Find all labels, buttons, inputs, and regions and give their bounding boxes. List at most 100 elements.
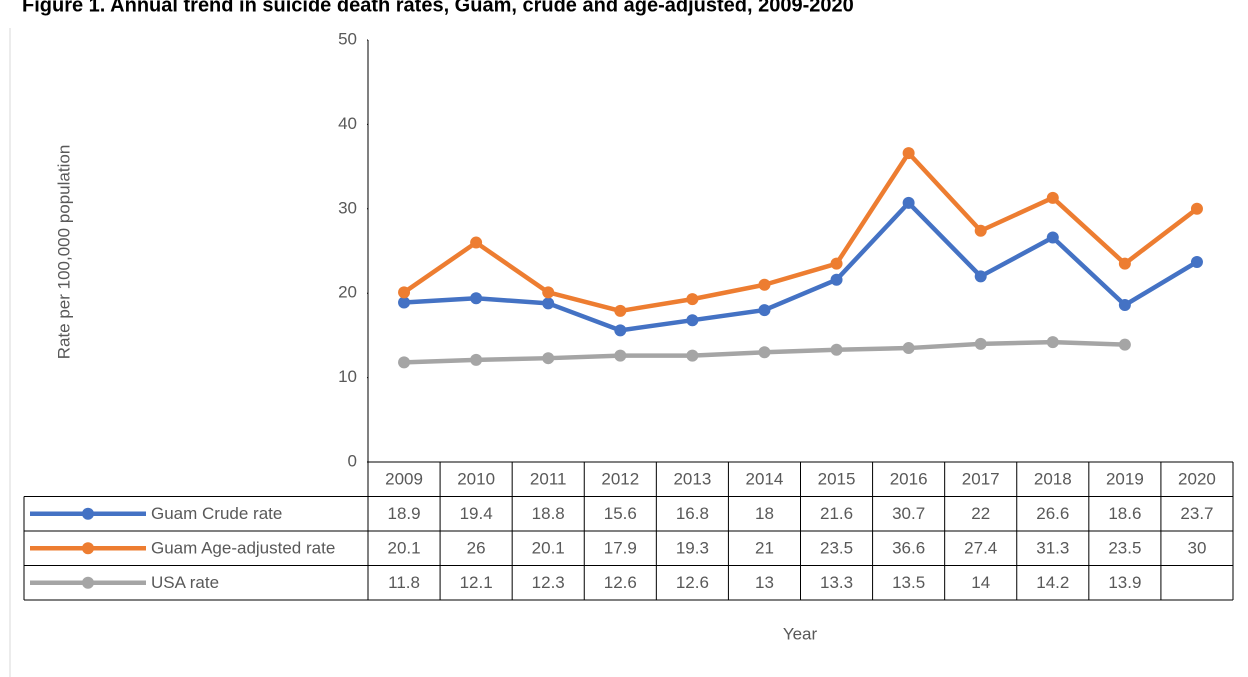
legend-label: USA rate [151,573,219,592]
data-point [470,236,483,249]
x-tick-label: 2016 [890,470,928,489]
x-tick-label: 2017 [962,470,1000,489]
legend-marker [82,542,94,555]
data-point [398,356,411,369]
table-value: 27.4 [964,539,997,558]
data-point [830,343,843,356]
y-axis-label: Rate per 100,000 population [54,145,73,360]
table-value: 18.6 [1108,504,1141,523]
data-point [1118,338,1131,351]
table-value: 26.6 [1036,504,1069,523]
data-point [542,352,555,365]
x-tick-label: 2014 [746,470,784,489]
table-value: 30.7 [892,504,925,523]
table-value: 13.9 [1108,573,1141,592]
legend-marker [82,576,94,589]
data-point [758,304,771,317]
y-tick-label: 20 [338,283,357,302]
table-value: 26 [467,539,486,558]
legend-label: Guam Age-adjusted rate [151,539,335,558]
chart-title: Figure 1. Annual trend in suicide death … [22,0,854,16]
data-point [1046,336,1059,349]
table-value: 23.5 [820,539,853,558]
table-value: 21 [755,539,774,558]
table-value: 13 [755,573,774,592]
data-point [1118,257,1131,270]
table-value: 19.3 [676,539,709,558]
data-point [614,324,627,337]
data-point [830,273,843,286]
legend-label: Guam Crude rate [151,504,282,523]
x-tick-label: 2013 [673,470,711,489]
x-tick-label: 2019 [1106,470,1144,489]
x-tick-label: 2010 [457,470,495,489]
y-tick-label: 10 [338,367,357,386]
data-point [830,257,843,270]
data-point [974,270,987,283]
table-value: 20.1 [387,539,420,558]
x-tick-label: 2009 [385,470,423,489]
series-line [402,150,1199,314]
x-tick-label: 2011 [530,470,567,489]
table-value: 31.3 [1036,539,1069,558]
table-value: 23.7 [1180,504,1213,523]
table-value: 14 [971,573,990,592]
x-tick-label: 2015 [818,470,856,489]
data-point [398,286,411,299]
table-value: 23.5 [1108,539,1141,558]
table-value: 36.6 [892,539,925,558]
data-point [1046,231,1059,244]
table-value: 30 [1187,539,1206,558]
table-value: 11.8 [388,573,420,592]
data-point [902,196,915,209]
table-value: 13.3 [820,573,853,592]
data-point [470,292,483,305]
table-value: 18 [755,504,774,523]
data-point [1190,255,1203,268]
table-value: 18.9 [387,504,420,523]
data-point [470,353,483,366]
data-point [686,293,699,306]
data-point [686,314,699,327]
data-point [686,349,699,362]
table-value: 19.4 [460,504,493,523]
table-value: 12.6 [604,573,637,592]
x-tick-label: 2012 [601,470,639,489]
data-point [542,297,555,310]
x-tick-label: 2020 [1178,470,1216,489]
data-point [902,342,915,355]
table-value: 18.8 [532,504,565,523]
data-point [614,304,627,317]
data-point [758,278,771,291]
series-line [403,200,1199,333]
table-value: 21.6 [820,504,853,523]
x-tick-label: 2018 [1034,470,1072,489]
table-value: 22 [971,504,990,523]
table-value: 17.9 [604,539,637,558]
data-point [974,337,987,350]
data-point [902,147,915,160]
table-value: 13.5 [892,573,925,592]
table-value: 12.3 [532,573,565,592]
data-point [614,349,627,362]
table-value: 12.1 [460,573,493,592]
data-point [974,224,987,237]
table-value: 15.6 [604,504,637,523]
x-axis-label: Year [783,624,818,643]
data-point [398,296,411,309]
table-value: 12.6 [676,573,709,592]
legend-marker [82,507,94,520]
y-tick-label: 40 [338,114,357,133]
y-tick-label: 0 [348,451,357,470]
data-point [1046,191,1059,204]
table-value: 14.2 [1036,573,1069,592]
data-point [1190,202,1203,215]
data-point [542,286,555,299]
table-value: 16.8 [676,504,709,523]
y-tick-label: 50 [338,29,357,48]
data-point [758,346,771,359]
table-value: 20.1 [532,539,565,558]
y-tick-label: 30 [338,198,357,217]
data-point [1118,299,1131,312]
